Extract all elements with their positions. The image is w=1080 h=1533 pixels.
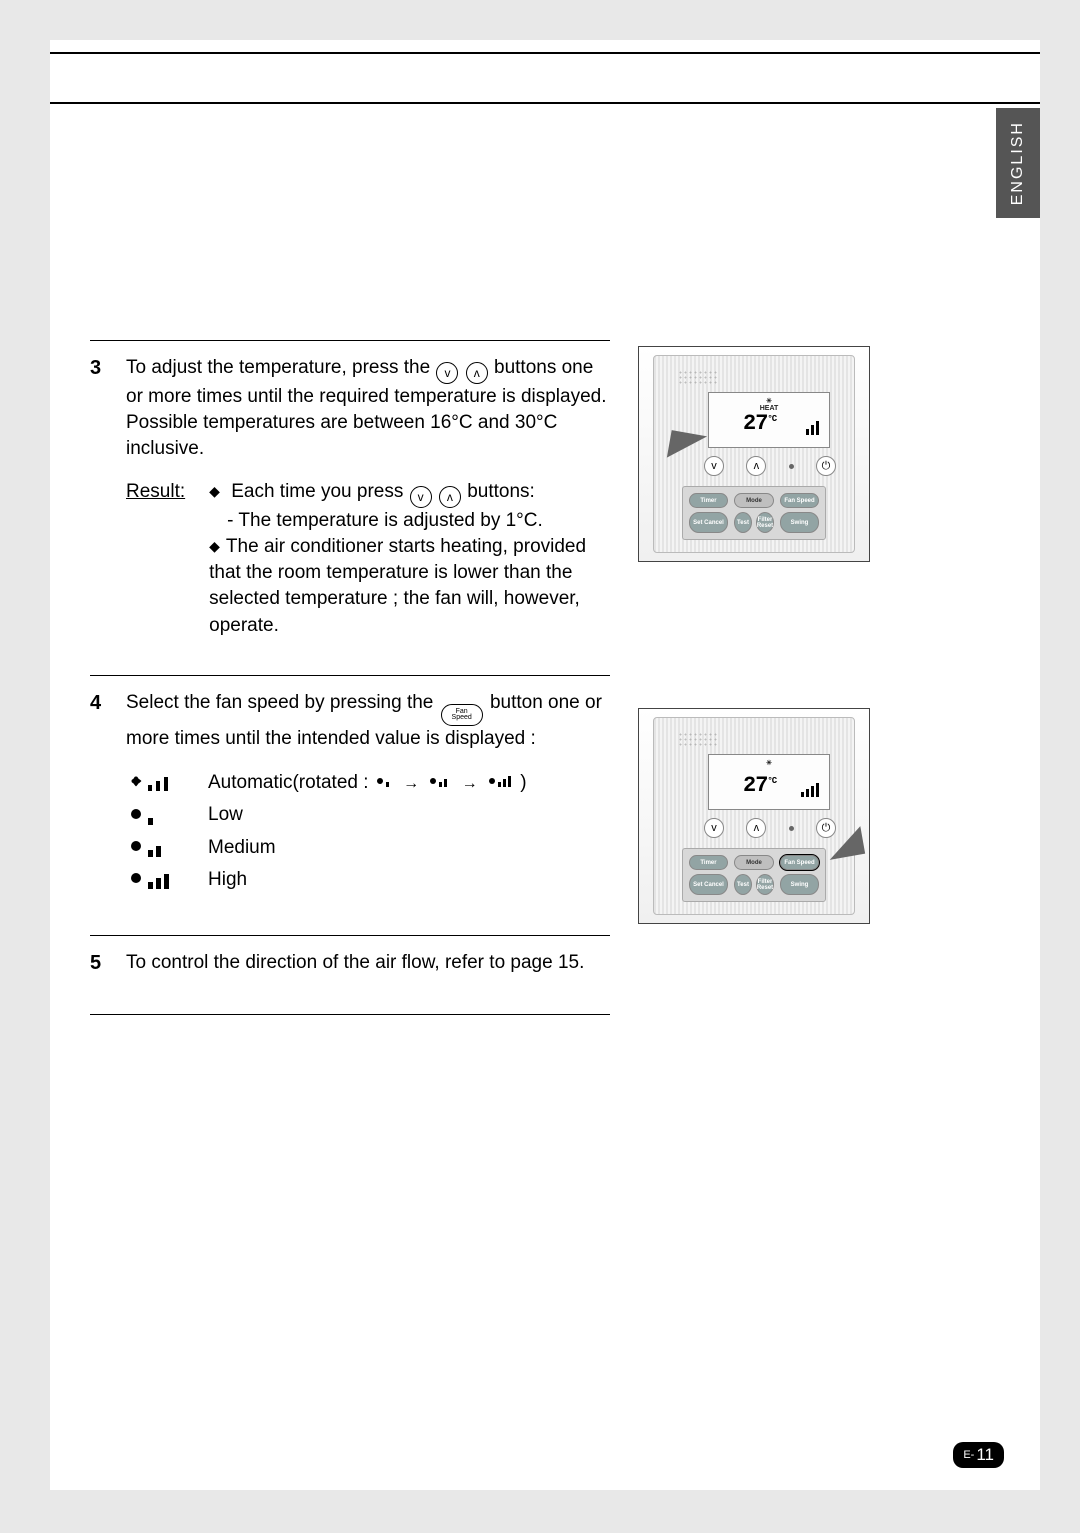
up-button-icon: ʌ — [439, 486, 461, 508]
step-4-text: Select the fan speed by pressing the Fan… — [126, 690, 610, 753]
setcancel-btn-icon: Set Cancel — [689, 874, 728, 895]
remote-panel: Timer Mode Fan Speed Set Cancel TestFilt… — [682, 848, 826, 902]
language-label: ENGLISH — [1009, 121, 1027, 205]
fanspeed-btn-icon: Fan Speed — [780, 855, 819, 870]
down-button-icon: v — [410, 486, 432, 508]
down-button-icon: v — [704, 818, 724, 838]
result-bullet-1: Each time you press v ʌ buttons: — [209, 479, 610, 508]
result-label: Result: — [126, 479, 185, 639]
callout-pointer-icon — [667, 430, 707, 464]
down-button-icon: v — [704, 456, 724, 476]
manual-page: ENGLISH 3 To adjust the temperature, pre… — [50, 40, 1040, 1490]
fan-bars-icon — [806, 421, 819, 435]
step-3: 3 To adjust the temperature, press the v… — [90, 340, 610, 675]
remote-figure-1: ☀HEAT 27°C v ʌ ⏻ Timer Mode Fan Speed Se… — [638, 346, 870, 562]
step-body: To control the direction of the air flow… — [126, 950, 610, 978]
temperature-display: 27°C — [743, 411, 776, 436]
fan-auto-icon — [126, 771, 182, 795]
step-number: 5 — [90, 950, 110, 978]
swing-btn-icon: Swing — [780, 874, 819, 895]
remote-screen: ☀ 27°C — [708, 754, 830, 810]
fan-high-mini-icon — [487, 774, 515, 788]
step-body: Select the fan speed by pressing the Fan… — [126, 690, 610, 899]
fan-medium-icon — [126, 836, 182, 860]
up-down-row: v ʌ ⏻ — [704, 818, 836, 838]
test-btn-icon: Test — [734, 874, 752, 895]
timer-btn-icon: Timer — [689, 493, 728, 508]
language-tab: ENGLISH — [996, 108, 1040, 218]
fan-speed-list: Automatic(rotated : → → ) Low — [126, 770, 610, 893]
remote-figure-2: ☀ 27°C v ʌ ⏻ Timer Mode Fan Speed Set Ca… — [638, 708, 870, 924]
fanspeed-btn-icon: Fan Speed — [780, 493, 819, 508]
mode-btn-icon: Mode — [734, 855, 774, 870]
arrow-icon: → — [403, 775, 419, 792]
test-btn-icon: Test — [734, 512, 752, 533]
filter-btn-icon: Filter Reset — [756, 874, 774, 895]
fan-low-mini-icon — [374, 774, 394, 788]
up-button-icon: ʌ — [466, 362, 488, 384]
mode-btn-icon: Mode — [734, 493, 774, 508]
fan-med-mini-icon — [428, 774, 452, 788]
fan-speed-button-icon: Fan Speed — [441, 704, 483, 726]
fan-speed-low: Low — [126, 802, 610, 828]
arrow-icon: → — [462, 775, 478, 792]
power-button-icon: ⏻ — [816, 456, 836, 476]
remote-panel: Timer Mode Fan Speed Set Cancel TestFilt… — [682, 486, 826, 540]
step-4: 4 Select the fan speed by pressing the F… — [90, 675, 610, 935]
header-rule — [50, 52, 1040, 104]
setcancel-btn-icon: Set Cancel — [689, 512, 728, 533]
callout-pointer-icon — [825, 826, 865, 860]
fan-high-icon — [126, 868, 182, 892]
result-sub-1: - The temperature is adjusted by 1°C. — [209, 508, 610, 534]
temperature-display: 27°C — [743, 773, 776, 798]
step-number: 4 — [90, 690, 110, 899]
fan-speed-auto: Automatic(rotated : → → ) — [126, 770, 610, 796]
up-button-icon: ʌ — [746, 456, 766, 476]
result-bullet-2: The air conditioner starts heating, prov… — [209, 534, 610, 639]
step-5-text: To control the direction of the air flow… — [126, 950, 610, 976]
page-number-badge: E-11 — [953, 1442, 1004, 1468]
swing-btn-icon: Swing — [780, 512, 819, 533]
down-button-icon: v — [436, 362, 458, 384]
fan-speed-high: High — [126, 867, 610, 893]
step-3-result: Result: Each time you press v ʌ buttons:… — [126, 479, 610, 639]
step-number: 3 — [90, 355, 110, 639]
remote-screen: ☀HEAT 27°C — [708, 392, 830, 448]
fan-bars-icon — [801, 783, 819, 797]
step-body: To adjust the temperature, press the v ʌ… — [126, 355, 610, 639]
step-5: 5 To control the direction of the air fl… — [90, 935, 610, 1015]
fan-low-icon — [126, 804, 182, 828]
steps-column: 3 To adjust the temperature, press the v… — [90, 340, 610, 1015]
filter-btn-icon: Filter Reset — [756, 512, 774, 533]
up-button-icon: ʌ — [746, 818, 766, 838]
speaker-grille-icon — [678, 732, 718, 746]
step-3-text: To adjust the temperature, press the v ʌ… — [126, 355, 610, 463]
up-down-row: v ʌ ⏻ — [704, 456, 836, 476]
fan-speed-medium: Medium — [126, 835, 610, 861]
timer-btn-icon: Timer — [689, 855, 728, 870]
speaker-grille-icon — [678, 370, 718, 384]
